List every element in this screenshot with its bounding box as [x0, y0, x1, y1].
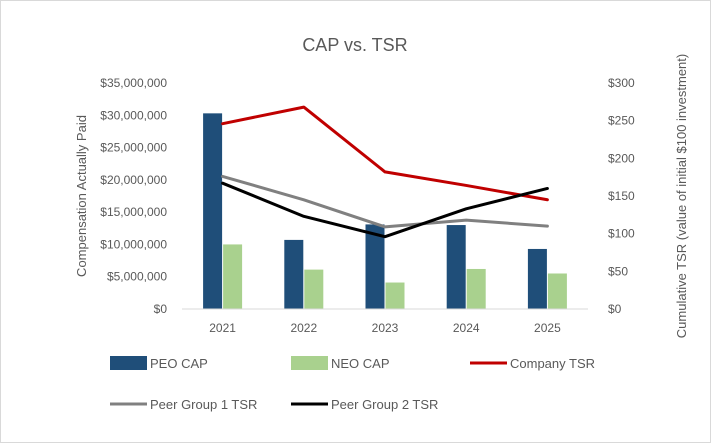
legend-label-peo-cap: PEO CAP [150, 356, 208, 371]
bar-peo-cap-2024 [446, 225, 466, 309]
left-axis-tick-label: $5,000,000 [107, 270, 167, 284]
x-axis-tick-label: 2025 [534, 321, 561, 335]
x-axis-tick-label: 2024 [453, 321, 480, 335]
bar-neo-cap-2021 [223, 244, 243, 309]
bar-peo-cap-2023 [365, 224, 385, 309]
legend: PEO CAP NEO CAP Company TSR Peer Group 1 TS… [110, 356, 595, 412]
x-axis-tick-label: 2022 [290, 321, 317, 335]
legend-label-peer-group-1-tsr: Peer Group 1 TSR [150, 397, 257, 412]
bar-neo-cap-2024 [466, 268, 486, 309]
left-axis-tick-label: $35,000,000 [100, 76, 167, 90]
right-axis-label: Cumulative TSR (value of initial $100 in… [674, 54, 689, 338]
right-axis-ticks: $0 $50 $100 $150 $200 $250 $300 [608, 76, 635, 316]
bar-series [203, 113, 567, 309]
bar-neo-cap-2022 [304, 269, 324, 309]
left-axis-tick-label: $30,000,000 [100, 108, 167, 122]
x-axis-tick-label: 2023 [372, 321, 399, 335]
left-axis-ticks: $0 $5,000,000 $10,000,000 $15,000,000 $20,00… [100, 76, 167, 316]
bar-peo-cap-2021 [203, 113, 223, 309]
bar-peo-cap-2022 [284, 239, 304, 309]
line-peer-group-1-tsr [221, 174, 549, 229]
chart-title: CAP vs. TSR [302, 35, 407, 55]
left-axis-tick-label: $20,000,000 [100, 173, 167, 187]
line-company-tsr [221, 105, 549, 202]
legend-label-peer-group-2-tsr: Peer Group 2 TSR [331, 397, 438, 412]
x-axis-ticks: 2021 2022 2023 2024 2025 [209, 321, 561, 335]
legend-label-company-tsr: Company TSR [510, 356, 595, 371]
legend-swatch-peo-cap [110, 356, 147, 370]
right-axis-tick-label: $250 [608, 114, 635, 128]
right-axis-tick-label: $0 [608, 302, 622, 316]
left-axis-tick-label: $0 [154, 302, 168, 316]
line-series [221, 105, 549, 239]
left-axis-tick-label: $15,000,000 [100, 205, 167, 219]
legend-label-neo-cap: NEO CAP [331, 356, 390, 371]
left-axis-tick-label: $25,000,000 [100, 141, 167, 155]
x-axis-tick-label: 2021 [209, 321, 236, 335]
line-peer-group-2-tsr [221, 181, 549, 239]
left-axis-label: Compensation Actually Paid [74, 115, 89, 277]
right-axis-tick-label: $200 [608, 151, 635, 165]
bar-neo-cap-2025 [547, 273, 567, 309]
legend-swatch-neo-cap [291, 356, 328, 370]
right-axis-tick-label: $100 [608, 227, 635, 241]
right-axis-tick-label: $50 [608, 264, 628, 278]
right-axis-tick-label: $150 [608, 189, 635, 203]
right-axis-tick-label: $300 [608, 76, 635, 90]
bar-neo-cap-2023 [385, 282, 405, 309]
left-axis-tick-label: $10,000,000 [100, 237, 167, 251]
bar-peo-cap-2025 [527, 248, 547, 309]
